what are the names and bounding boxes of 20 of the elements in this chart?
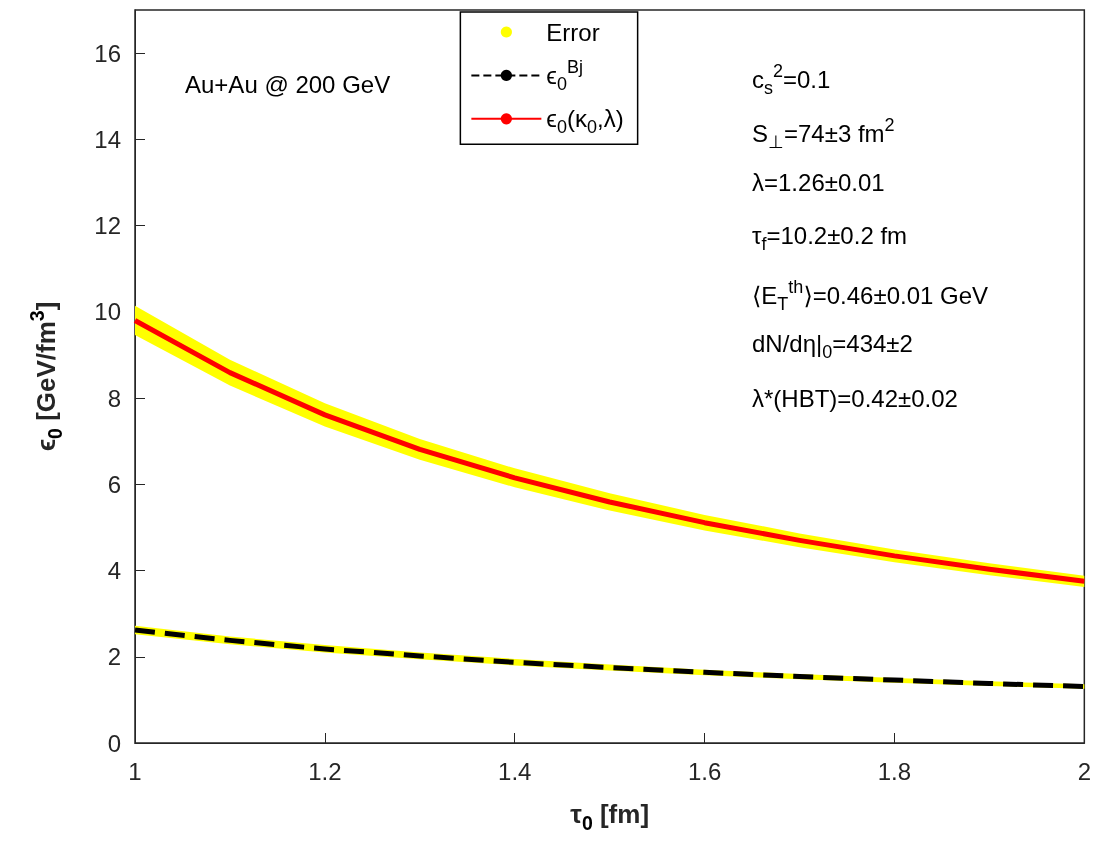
y-tick-label: 4	[107, 557, 121, 585]
annotation: λ=1.26±0.01	[752, 168, 885, 196]
y-tick-label: 14	[94, 125, 121, 153]
y-tick-label: 6	[107, 470, 121, 498]
x-tick-label: 1.2	[308, 757, 342, 785]
y-tick-label: 0	[107, 729, 121, 757]
x-tick-label: 1	[128, 757, 142, 785]
y-tick-label: 2	[107, 643, 121, 671]
legend-label: Error	[546, 18, 600, 46]
x-tick-label: 2	[1077, 757, 1092, 785]
y-axis-title: ϵ0 [GeV/fm3]	[25, 301, 66, 452]
y-tick-label: 16	[94, 39, 121, 67]
y-tick-label: 8	[107, 384, 121, 412]
x-tick-label: 1.6	[687, 757, 722, 785]
x-tick-label: 1.4	[498, 757, 532, 785]
x-tick-label: 1.8	[877, 757, 912, 785]
annotation: Au+Au @ 200 GeV	[185, 70, 391, 98]
y-tick-label: 10	[94, 298, 121, 326]
annotation: λ*(HBT)=0.42±0.02	[752, 384, 958, 412]
y-tick-label: 12	[94, 212, 121, 240]
